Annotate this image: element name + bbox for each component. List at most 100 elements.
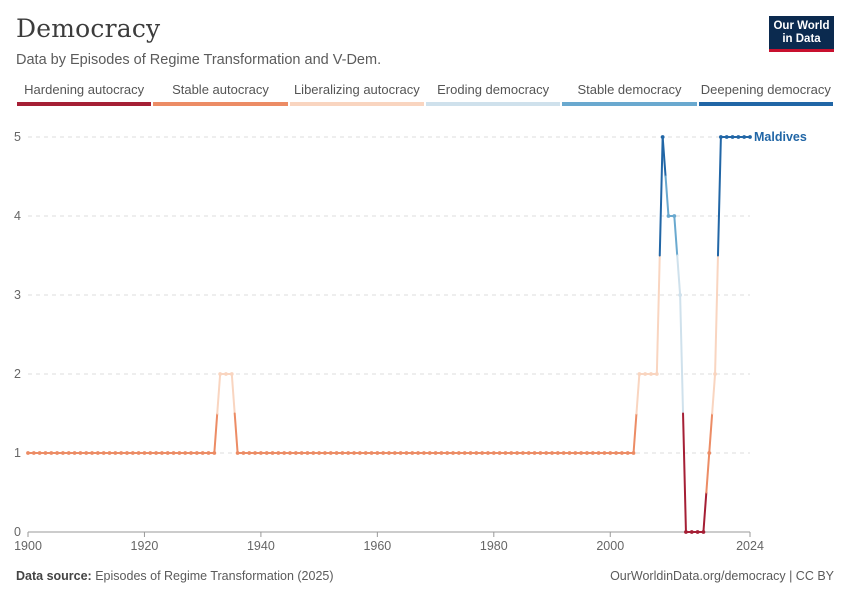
data-point [521,451,525,455]
data-point [206,451,211,455]
data-point [404,451,409,455]
data-point [113,451,118,455]
x-tick-label: 1960 [363,539,391,553]
data-point [357,451,362,455]
data-point [95,451,100,455]
series-segment [682,412,687,533]
legend-swatch [17,102,152,106]
data-point [154,451,158,455]
legend-swatch [153,102,288,106]
data-point [37,451,42,455]
data-point [235,451,240,455]
series-segment [664,175,670,217]
data-point [264,451,269,455]
x-tick-label: 1980 [480,539,508,553]
data-point [130,451,135,455]
data-point [369,451,374,455]
data-point [462,451,467,455]
legend-item-stable-democracy[interactable]: Stable democracy [561,82,697,106]
data-point [311,451,316,455]
legend-item-eroding-democracy[interactable]: Eroding democracy [425,82,561,106]
logo-line-2: in Data [782,32,821,45]
data-point [660,135,665,139]
data-point [567,451,572,455]
legend-label: Hardening autocracy [24,82,145,97]
data-point [451,451,455,455]
data-point [654,372,659,376]
data-source-label: Data source: [16,569,92,583]
data-point [468,451,473,455]
data-point [544,451,549,455]
data-point [101,451,106,455]
chart-title: Democracy [16,14,161,43]
data-point [497,451,502,455]
data-point [55,451,60,455]
data-point [352,451,356,455]
data-point [381,451,386,455]
x-tick-label: 1900 [14,539,42,553]
legend-item-hardening-autocracy[interactable]: Hardening autocracy [16,82,152,106]
data-point [422,451,426,455]
data-point [323,451,327,455]
legend-item-liberalizing-autocracy[interactable]: Liberalizing autocracy [289,82,425,106]
data-point [72,451,77,455]
y-tick-label: 1 [14,446,21,460]
data-point [218,372,223,376]
data-point [224,372,228,376]
data-point [276,451,281,455]
data-point [194,451,199,455]
data-point [160,451,164,455]
data-point [718,135,723,139]
data-point [119,451,124,455]
data-point [43,451,48,455]
series-segment [702,491,708,533]
data-point [253,451,257,455]
series-segment [673,215,679,257]
x-tick-label: 1940 [247,539,275,553]
data-point [684,530,688,534]
owid-logo[interactable]: Our World in Data [769,16,834,52]
data-point [410,451,415,455]
data-point [439,451,444,455]
series-segment [655,254,661,375]
data-source-link[interactable]: Episodes of Regime Transformation (2025) [95,569,334,583]
series-segment [716,136,722,257]
color-legend: Hardening autocracy Stable autocracy Lib… [16,82,834,106]
data-point [328,451,333,455]
data-point [608,451,613,455]
series-segment [711,373,717,415]
data-point [200,451,205,455]
series-segment [632,412,638,454]
data-point [526,451,531,455]
data-point [78,451,83,455]
data-point [445,451,450,455]
data-point [602,451,607,455]
data-point [561,451,566,455]
data-point [363,451,368,455]
data-point [334,451,339,455]
citation-link[interactable]: OurWorldinData.org/democracy | CC BY [610,569,834,583]
data-point [672,214,677,218]
series-segment [230,373,236,415]
x-tick-label: 2024 [736,539,764,553]
data-point [148,451,153,455]
series-segment [213,412,219,454]
data-point [579,451,584,455]
data-point [538,451,543,455]
data-point [288,451,292,455]
legend-item-stable-autocracy[interactable]: Stable autocracy [152,82,288,106]
data-point [61,451,65,455]
legend-item-deepening-democracy[interactable]: Deepening democracy [698,82,834,106]
data-point [736,135,741,139]
data-source: Data source: Episodes of Regime Transfor… [16,569,334,583]
y-tick-label: 5 [14,130,21,144]
legend-swatch [562,102,697,106]
data-point [456,451,461,455]
data-point [259,451,263,455]
series-segment [216,373,222,415]
data-point [125,451,129,455]
data-point [532,451,537,455]
data-point [427,451,432,455]
data-point [649,372,653,376]
